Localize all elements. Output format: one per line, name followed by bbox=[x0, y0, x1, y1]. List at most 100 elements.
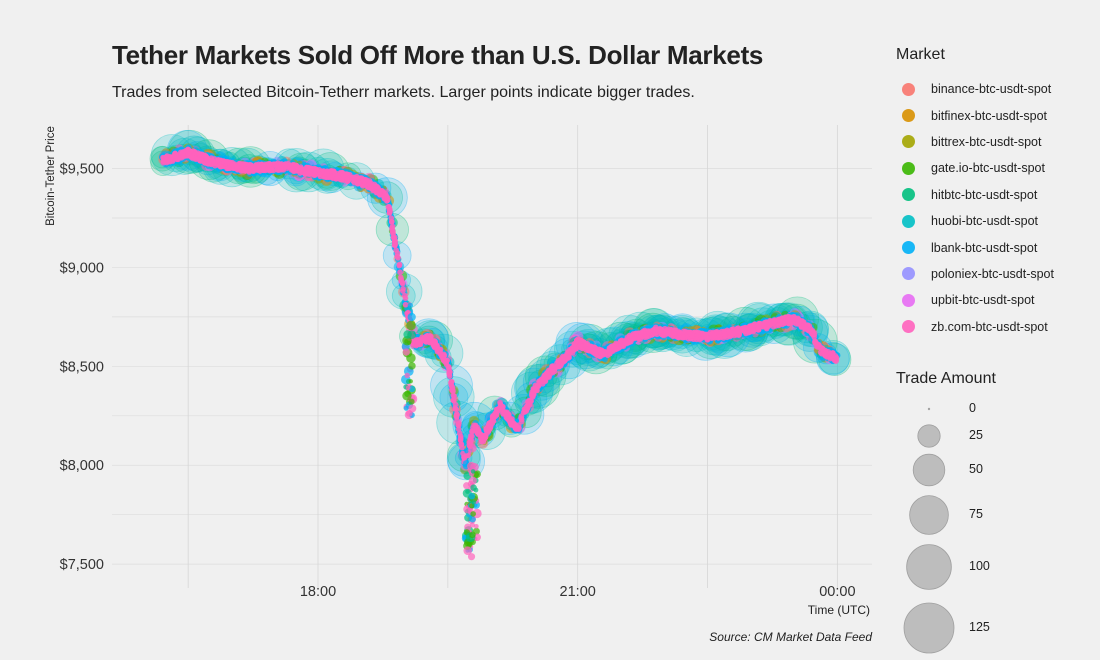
chart-subtitle: Trades from selected Bitcoin-Tetherr mar… bbox=[112, 84, 695, 101]
trade-point bbox=[468, 476, 477, 485]
trade-point bbox=[478, 438, 485, 445]
legend-swatch bbox=[902, 161, 915, 175]
y-tick-label: $8,000 bbox=[60, 458, 104, 474]
legend-item: gate.io-btc-usdt-spot bbox=[896, 155, 1096, 181]
trade-point bbox=[617, 338, 624, 344]
trade-point bbox=[455, 421, 461, 428]
trade-point bbox=[810, 332, 816, 338]
trade-point bbox=[392, 238, 398, 244]
legend-swatch bbox=[902, 214, 915, 228]
trade-point bbox=[450, 396, 457, 403]
y-tick-label: $9,000 bbox=[60, 260, 104, 276]
grid-layer bbox=[112, 125, 872, 588]
trade-point bbox=[468, 492, 476, 500]
trade-point bbox=[469, 531, 476, 539]
size-legend-label: 125 bbox=[969, 620, 990, 634]
trade-point bbox=[819, 345, 826, 352]
y-tick-label: $7,500 bbox=[60, 557, 104, 573]
legend-item: bitfinex-btc-usdt-spot bbox=[896, 102, 1096, 128]
trade-point bbox=[387, 208, 393, 214]
trade-point bbox=[549, 368, 556, 374]
trade-point bbox=[382, 190, 389, 197]
source-note: Source: CM Market Data Feed bbox=[709, 630, 872, 644]
size-legend-circle bbox=[903, 602, 955, 654]
legend-item: bittrex-btc-usdt-spot bbox=[896, 129, 1096, 155]
trade-point bbox=[268, 166, 275, 173]
trade-point bbox=[231, 161, 238, 168]
size-legend-circle bbox=[927, 407, 931, 411]
trade-point bbox=[179, 150, 185, 157]
legend-item: zb.com-btc-usdt-spot bbox=[896, 314, 1096, 340]
chart-title: Tether Markets Sold Off More than U.S. D… bbox=[112, 40, 764, 70]
trade-point bbox=[403, 330, 412, 339]
trade-point bbox=[408, 362, 416, 370]
legend-label: huobi-btc-usdt-spot bbox=[931, 214, 1039, 229]
trade-point bbox=[557, 357, 564, 364]
points-layer bbox=[149, 129, 955, 654]
trade-point bbox=[225, 165, 231, 172]
size-legend-circle bbox=[909, 495, 949, 535]
trade-point bbox=[680, 328, 687, 335]
trade-point bbox=[206, 159, 212, 166]
trade-point bbox=[605, 348, 612, 355]
trade-point bbox=[377, 191, 383, 198]
trade-point bbox=[277, 165, 284, 172]
trade-point bbox=[483, 427, 490, 434]
trade-point bbox=[755, 326, 762, 333]
legend-label: gate.io-btc-usdt-spot bbox=[931, 161, 1045, 176]
trade-point bbox=[532, 385, 539, 391]
trade-point bbox=[657, 328, 664, 334]
legend-item: binance-btc-usdt-spot bbox=[896, 76, 1096, 102]
trade-point bbox=[599, 351, 606, 357]
x-tick-label: 00:00 bbox=[819, 584, 855, 600]
trade-point bbox=[526, 401, 533, 408]
size-legend-title: Trade Amount bbox=[896, 370, 996, 387]
trade-point bbox=[390, 230, 396, 237]
trade-point bbox=[197, 151, 203, 157]
trade-point bbox=[578, 343, 584, 349]
trade-point bbox=[518, 418, 525, 425]
trade-point bbox=[730, 330, 736, 337]
legend-item: hitbtc-btc-usdt-spot bbox=[896, 182, 1096, 208]
market-legend-title: Market bbox=[896, 46, 945, 63]
legend-item: lbank-btc-usdt-spot bbox=[896, 234, 1096, 260]
trade-point bbox=[743, 325, 749, 331]
trade-point bbox=[623, 340, 630, 347]
trade-point bbox=[632, 331, 639, 337]
trade-point bbox=[407, 302, 414, 309]
trade-point bbox=[400, 288, 406, 294]
size-legend-label: 75 bbox=[969, 507, 983, 521]
trade-point bbox=[289, 166, 296, 173]
trade-point bbox=[833, 354, 840, 361]
legend-label: binance-btc-usdt-spot bbox=[931, 82, 1052, 97]
trade-point bbox=[643, 334, 650, 340]
trade-point bbox=[406, 320, 416, 331]
legend-label: poloniex-btc-usdt-spot bbox=[931, 266, 1054, 281]
trade-point bbox=[360, 176, 367, 183]
trade-point bbox=[457, 437, 464, 444]
legend-item: poloniex-btc-usdt-spot bbox=[896, 261, 1096, 287]
legend-swatch bbox=[902, 188, 915, 202]
trade-point bbox=[312, 171, 318, 178]
y-tick-label: $9,500 bbox=[60, 162, 104, 178]
trade-point bbox=[282, 162, 288, 169]
trade-point bbox=[389, 224, 395, 231]
trade-point bbox=[695, 331, 701, 338]
trade-point bbox=[645, 328, 651, 334]
trade-point bbox=[402, 301, 409, 308]
trade-point bbox=[373, 183, 380, 190]
trade-point bbox=[756, 320, 763, 327]
trade-point bbox=[456, 430, 463, 437]
size-legend-label: 0 bbox=[969, 401, 976, 415]
trade-point bbox=[470, 469, 476, 474]
trade-point bbox=[260, 167, 267, 174]
trade-point bbox=[250, 164, 257, 171]
legend-swatch bbox=[902, 293, 915, 307]
trade-point bbox=[367, 185, 374, 191]
trade-point bbox=[402, 295, 409, 301]
trade-point bbox=[449, 386, 455, 393]
trade-point bbox=[452, 405, 458, 412]
legend-label: bittrex-btc-usdt-spot bbox=[931, 134, 1042, 149]
legend-swatch bbox=[902, 241, 915, 255]
